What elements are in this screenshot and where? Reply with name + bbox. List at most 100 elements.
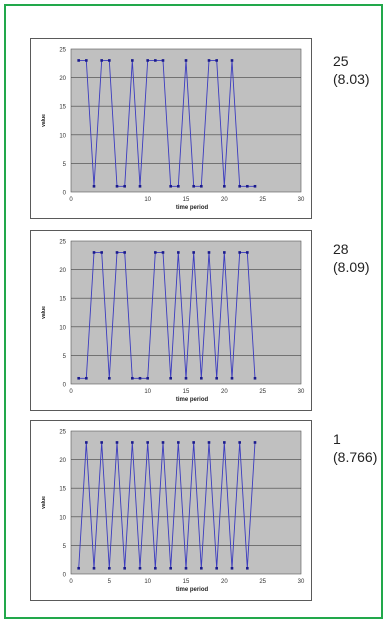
chart-2-data-point <box>253 376 257 380</box>
chart-3-x-tick-label: 15 <box>183 579 190 585</box>
chart-2-data-point <box>100 251 103 254</box>
chart-2-data-point <box>108 376 111 380</box>
chart-3-x-tick-label: 20 <box>221 579 228 585</box>
chart-2-data-point <box>230 376 234 380</box>
chart-1-data-point <box>154 59 157 62</box>
chart-2-y-tick-label: 5 <box>63 354 67 360</box>
chart-2-data-point <box>238 251 241 254</box>
chart-1-data-point <box>253 184 257 188</box>
chart-3-data-point <box>200 566 203 570</box>
chart-3-data-point <box>100 441 103 444</box>
chart-2-data-point <box>131 376 134 380</box>
chart-2-data-point <box>184 376 188 380</box>
chart-1-data-point <box>184 59 188 62</box>
chart-1-data-point <box>92 184 96 188</box>
chart-1-data-point <box>108 59 111 62</box>
chart-3-x-tick-label: 0 <box>69 579 73 585</box>
chart-2-y-tick-label: 10 <box>59 325 66 331</box>
chart-1-x-tick-label: 0 <box>69 197 73 203</box>
chart-1-data-point <box>146 59 149 62</box>
chart-3-data-point <box>131 441 134 444</box>
chart-3-data-point <box>146 441 149 444</box>
chart-1-count: 25 <box>333 53 349 69</box>
chart-1-data-point <box>138 184 142 188</box>
chart-3-x-tick-label: 30 <box>298 579 305 585</box>
chart-3-data-point <box>161 441 165 444</box>
chart-1-data-point <box>246 184 249 188</box>
chart-3-series-line <box>78 442 256 569</box>
chart-3-data-point <box>115 441 119 444</box>
chart-3-data-point <box>184 566 188 570</box>
chart-2-annotation: 28 (8.09) <box>333 240 389 276</box>
chart-2-series-line <box>78 251 256 379</box>
chart-1-y-tick-label: 20 <box>59 76 66 82</box>
chart-1-x-tick-label: 30 <box>298 197 305 203</box>
chart-2-data-point <box>215 376 218 380</box>
chart-3-data-point <box>223 441 226 444</box>
chart-3-data-point <box>138 566 142 570</box>
chart-2-y-tick-label: 20 <box>59 268 66 274</box>
chart-2-data-point <box>146 376 149 380</box>
chart-2-data-point <box>123 251 126 254</box>
chart-1-y-tick-label: 25 <box>59 48 66 54</box>
chart-3-y-axis-label: value <box>41 496 47 509</box>
chart-3-plot-area <box>70 430 302 575</box>
line-chart-3-svg: 0 5 10 15 20 25 0 5 10 15 20 25 30 time period value <box>41 430 305 594</box>
chart-2-data-point <box>169 376 172 380</box>
chart-2-y-tick-label: 15 <box>59 297 66 303</box>
chart-3-y-tick-label: 15 <box>59 487 66 493</box>
line-chart-3: 0 5 10 15 20 25 0 5 10 15 20 25 30 time period value <box>30 420 312 601</box>
chart-1-y-tick-label: 15 <box>59 105 66 111</box>
chart-2-y-tick-label: 25 <box>59 240 66 246</box>
chart-2-data-point <box>200 376 203 380</box>
chart-1-y-tick-label: 10 <box>59 133 66 139</box>
chart-3-data-point <box>154 566 157 570</box>
chart-3-data-point <box>123 566 126 570</box>
chart-2-data-point <box>177 251 180 254</box>
chart-1-data-point <box>192 184 195 188</box>
chart-2-plot-area <box>70 240 302 385</box>
chart-1-x-tick-label: 25 <box>259 197 266 203</box>
chart-1-data-point <box>169 184 172 188</box>
chart-2-x-tick-label: 15 <box>183 389 190 395</box>
chart-3-count: 1 <box>333 431 341 447</box>
chart-2-x-tick-label: 10 <box>144 389 151 395</box>
chart-2-x-tick-label: 30 <box>298 389 305 395</box>
chart-2-x-tick-label: 20 <box>221 389 228 395</box>
chart-2-data-point <box>92 251 96 254</box>
chart-2-data-point <box>138 376 142 380</box>
chart-2-x-tick-label: 25 <box>259 389 266 395</box>
chart-1-data-point <box>85 59 88 62</box>
chart-3-x-tick-label: 10 <box>144 579 151 585</box>
chart-3-x-tick-label: 5 <box>108 579 112 585</box>
chart-2-data-point <box>115 251 119 254</box>
chart-1-y-axis-label: value <box>41 114 47 127</box>
chart-2-y-tick-label: 0 <box>63 383 67 389</box>
chart-2-data-point <box>223 251 226 254</box>
chart-2-y-axis-label: value <box>41 306 47 319</box>
chart-1-data-point <box>115 184 119 188</box>
chart-1-x-tick-label: 20 <box>221 197 228 203</box>
chart-2-value: (8.09) <box>333 259 370 275</box>
chart-2-count: 28 <box>333 241 349 257</box>
chart-1-y-tick-label: 5 <box>63 162 67 168</box>
chart-3-data-point <box>92 566 96 570</box>
chart-1-data-point <box>100 59 103 62</box>
chart-3-x-tick-label: 25 <box>259 579 266 585</box>
line-chart-1-svg: 0 5 10 15 20 25 0 10 15 20 25 30 time period value <box>41 48 305 212</box>
chart-1-data-point <box>238 184 241 188</box>
chart-1-data-point <box>131 59 134 62</box>
chart-2-x-tick-label: 0 <box>69 389 73 395</box>
chart-1-x-tick-label: 15 <box>183 197 190 203</box>
chart-2-x-axis-label: time period <box>176 397 209 403</box>
chart-1-x-axis-label: time period <box>176 205 209 211</box>
chart-3-data-point <box>77 566 80 570</box>
chart-2-data-point <box>207 251 211 254</box>
chart-1-data-point <box>77 59 80 62</box>
chart-3-y-tick-label: 10 <box>59 515 66 521</box>
chart-1-data-point <box>230 59 234 62</box>
chart-1-data-point <box>123 184 126 188</box>
chart-1-plot-area <box>70 48 302 193</box>
line-chart-2-svg: 0 5 10 15 20 25 0 10 15 20 25 30 time period value <box>41 240 305 404</box>
chart-1-data-point <box>177 184 180 188</box>
